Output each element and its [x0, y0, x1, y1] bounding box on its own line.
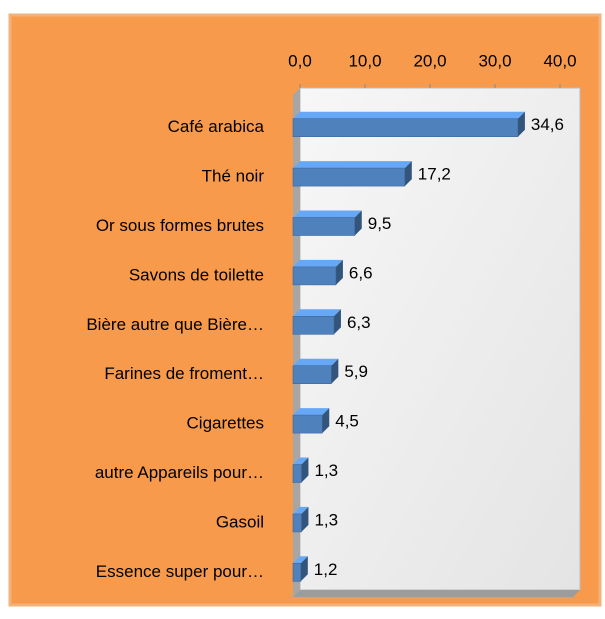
bar: [292, 414, 323, 434]
data-label: 34,6: [531, 115, 564, 134]
bar-top: [293, 210, 362, 218]
y-tick-label: Farines de froment…: [104, 364, 264, 383]
bar: [292, 513, 302, 533]
bar-side: [335, 259, 343, 285]
bar: [292, 167, 406, 187]
y-tick-label: Cigarettes: [187, 414, 264, 433]
data-label: 1,3: [314, 461, 338, 480]
bar-top: [293, 457, 309, 465]
y-tick-label: Essence super pour…: [96, 562, 264, 581]
bar-top: [293, 161, 412, 169]
bar-top: [293, 408, 330, 416]
bar: [292, 365, 332, 385]
bar-top: [293, 506, 309, 514]
data-label: 9,5: [368, 214, 392, 233]
bar-side: [301, 506, 309, 532]
data-label: 5,9: [344, 362, 368, 381]
bar-side: [354, 210, 362, 236]
bar: [292, 464, 302, 483]
x-tick-label: 10,0: [348, 51, 381, 70]
bar-top: [293, 556, 308, 564]
bar: [292, 266, 337, 286]
data-label: 4,5: [335, 412, 359, 431]
y-tick-label: Bière autre que Bière…: [86, 315, 264, 334]
y-tick-label: Café arabica: [168, 117, 265, 136]
x-tick-label: 30,0: [478, 51, 511, 70]
data-label: 17,2: [418, 165, 451, 184]
bar-top: [293, 358, 339, 366]
bar-side: [517, 111, 525, 137]
x-tick-label: 0,0: [288, 51, 312, 70]
bar-side: [301, 457, 309, 483]
bar: [292, 118, 519, 137]
y-tick-label: Gasoil: [216, 512, 264, 531]
y-tick-label: autre Appareils pour…: [95, 463, 264, 482]
bar: [292, 562, 302, 582]
bar-side: [322, 408, 330, 434]
floor: [293, 590, 580, 597]
bar-side: [331, 358, 339, 384]
data-label: 1,3: [314, 510, 338, 529]
bar: [292, 315, 335, 335]
bar-top: [293, 309, 341, 317]
bar-side: [300, 556, 308, 582]
bar-top: [293, 111, 525, 119]
data-label: 1,2: [314, 560, 338, 579]
data-label: 6,6: [349, 263, 373, 282]
data-label: 6,3: [347, 313, 371, 332]
bar-top: [293, 259, 343, 267]
bar-side: [333, 309, 341, 335]
bar: [292, 217, 356, 236]
x-tick-label: 40,0: [543, 51, 576, 70]
y-tick-label: Or sous formes brutes: [96, 216, 264, 235]
y-tick-label: Savons de toilette: [129, 265, 264, 284]
y-tick-label: Thé noir: [202, 167, 265, 186]
x-tick-label: 20,0: [413, 51, 446, 70]
bar-side: [404, 161, 412, 187]
